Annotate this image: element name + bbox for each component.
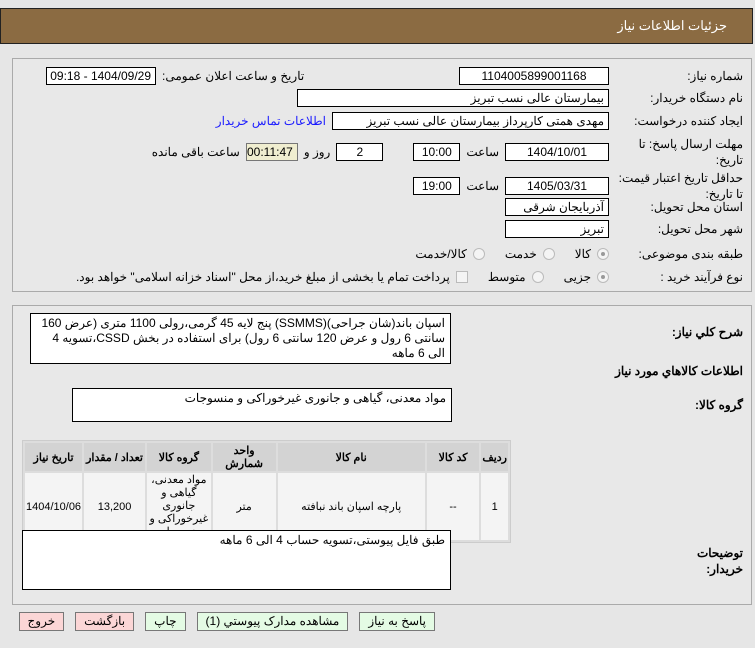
need-number-field: 1104005899001168 — [459, 67, 609, 85]
category-option-service: خدمت — [504, 247, 537, 261]
col-group: گروه کالا — [147, 443, 211, 471]
group-textarea[interactable]: مواد معدنی، گیاهی و جانوری غیرخوراکی و م… — [72, 388, 452, 422]
announce-field: 1404/09/29 - 09:18 — [46, 67, 156, 85]
col-qty: تعداد / مقدار — [84, 443, 146, 471]
city-row: شهر محل تحویل: تبریز — [30, 220, 743, 238]
col-name: نام کالا — [277, 443, 425, 471]
back-button[interactable]: بازگشت — [75, 612, 135, 631]
cell-qty: 13,200 — [84, 473, 146, 540]
need-number-label: شماره نیاز: — [687, 69, 743, 83]
city-label: شهر محل تحویل: — [657, 222, 743, 236]
need-number-row: شماره نیاز: 1104005899001168 تاریخ و ساع… — [30, 67, 743, 85]
action-buttons: پاسخ به نیاز مشاهده مدارک پیوستي (1) چاپ… — [18, 612, 435, 631]
page-title: جزئیات اطلاعات نیاز — [617, 18, 727, 33]
goods-table: ردیف کد کالا نام کالا واحد شمارش گروه کا… — [22, 440, 511, 543]
category-radio-service[interactable] — [542, 248, 555, 260]
province-row: استان محل تحویل: آذربایجان شرقی — [30, 198, 743, 216]
deadline-date-field: 1404/10/01 — [505, 143, 609, 161]
remaining-timer: 00:11:47 — [245, 143, 298, 161]
category-radio-both[interactable] — [472, 248, 485, 260]
process-row: نوع فرآیند خرید : جزیی متوسط پرداخت تمام… — [30, 269, 743, 285]
process-label: نوع فرآیند خرید : — [660, 270, 743, 284]
treasury-text: پرداخت تمام یا بخشی از مبلغ خرید،از محل … — [75, 270, 450, 284]
deadline-time-field: 10:00 — [413, 143, 461, 161]
cell-name: پارچه اسپان باند نبافته — [277, 473, 425, 540]
cell-unit: متر — [212, 473, 276, 540]
creator-row: ایجاد کننده درخواست: مهدی همتی کارپرداز … — [30, 112, 743, 130]
cell-group: مواد معدنی، گیاهی و جانوری غیرخوراکی و م… — [147, 473, 211, 540]
desc-label: شرح کلي نياز: — [671, 325, 743, 339]
deadline-label: مهلت ارسال پاسخ: تا تاریخ: — [638, 137, 743, 167]
cell-row: 1 — [481, 473, 508, 540]
goods-section-title: اطلاعات کالاهاي مورد نياز — [615, 364, 743, 378]
exit-button[interactable]: خروج — [18, 612, 65, 631]
buyer-label: نام دستگاه خریدار: — [650, 91, 743, 105]
creator-label: ایجاد کننده درخواست: — [634, 114, 743, 128]
category-row: طبقه بندی موضوعی: کالا خدمت کالا/خدمت — [30, 246, 743, 262]
process-radio-minor[interactable] — [597, 271, 609, 283]
table-row: 1 -- پارچه اسپان باند نبافته متر مواد مع… — [25, 473, 508, 540]
city-field: تبریز — [505, 220, 609, 238]
category-option-goods: کالا — [574, 247, 591, 261]
col-row: ردیف — [481, 443, 508, 471]
category-option-both: کالا/خدمت — [415, 247, 467, 261]
print-button[interactable]: چاپ — [145, 612, 186, 631]
process-option-minor: جزیی — [563, 270, 591, 284]
validity-time-label: ساعت — [466, 179, 499, 193]
validity-label: حداقل تاریخ اعتبار قیمت: تا تاریخ: — [618, 171, 743, 201]
notes-textarea[interactable]: طبق فایل پیوستی،تسویه حساب 4 الی 6 ماهه — [22, 530, 451, 590]
col-unit: واحد شمارش — [212, 443, 276, 471]
deadline-row: مهلت ارسال پاسخ: تا تاریخ: 1404/10/01 سا… — [30, 136, 743, 168]
attachments-button[interactable]: مشاهده مدارک پیوستي (1) — [196, 612, 349, 631]
notes-label: توضیحات خریدار: — [696, 546, 743, 576]
validity-time-field: 19:00 — [413, 177, 461, 195]
province-label: استان محل تحویل: — [650, 200, 743, 214]
process-radio-medium[interactable] — [531, 271, 544, 283]
buyer-row: نام دستگاه خریدار: بیمارستان عالی نسب تب… — [30, 89, 743, 107]
reply-button[interactable]: پاسخ به نیاز — [359, 612, 435, 631]
category-label: طبقه بندی موضوعی: — [638, 247, 743, 261]
deadline-time-label: ساعت — [466, 145, 499, 159]
validity-row: حداقل تاریخ اعتبار قیمت: تا تاریخ: 1405/… — [30, 170, 743, 202]
cell-code: -- — [426, 473, 480, 540]
province-field: آذربایجان شرقی — [505, 198, 609, 216]
group-label: گروه کالا: — [695, 398, 743, 412]
cell-date: 1404/10/06 — [25, 473, 83, 540]
buyer-field: بیمارستان عالی نسب تبریز — [297, 89, 609, 107]
days-label: روز و — [303, 145, 331, 159]
contact-buyer-link[interactable]: اطلاعات تماس خریدار — [215, 114, 326, 128]
category-radio-goods[interactable] — [597, 248, 609, 260]
process-option-medium: متوسط — [487, 270, 526, 284]
validity-date-field: 1405/03/31 — [505, 177, 609, 195]
announce-label: تاریخ و ساعت اعلان عمومی: — [162, 69, 305, 83]
treasury-checkbox[interactable] — [455, 271, 468, 283]
col-code: کد کالا — [426, 443, 480, 471]
col-date: تاریخ نیاز — [25, 443, 83, 471]
page-header: جزئیات اطلاعات نیاز — [0, 8, 753, 44]
days-field: 2 — [336, 143, 384, 161]
creator-field: مهدی همتی کارپرداز بیمارستان عالی نسب تب… — [332, 112, 609, 130]
remaining-label: ساعت باقی مانده — [151, 145, 240, 159]
description-textarea[interactable]: اسپان باند(شان جراحی)(SSMMS) پنج لایه 45… — [30, 313, 451, 364]
